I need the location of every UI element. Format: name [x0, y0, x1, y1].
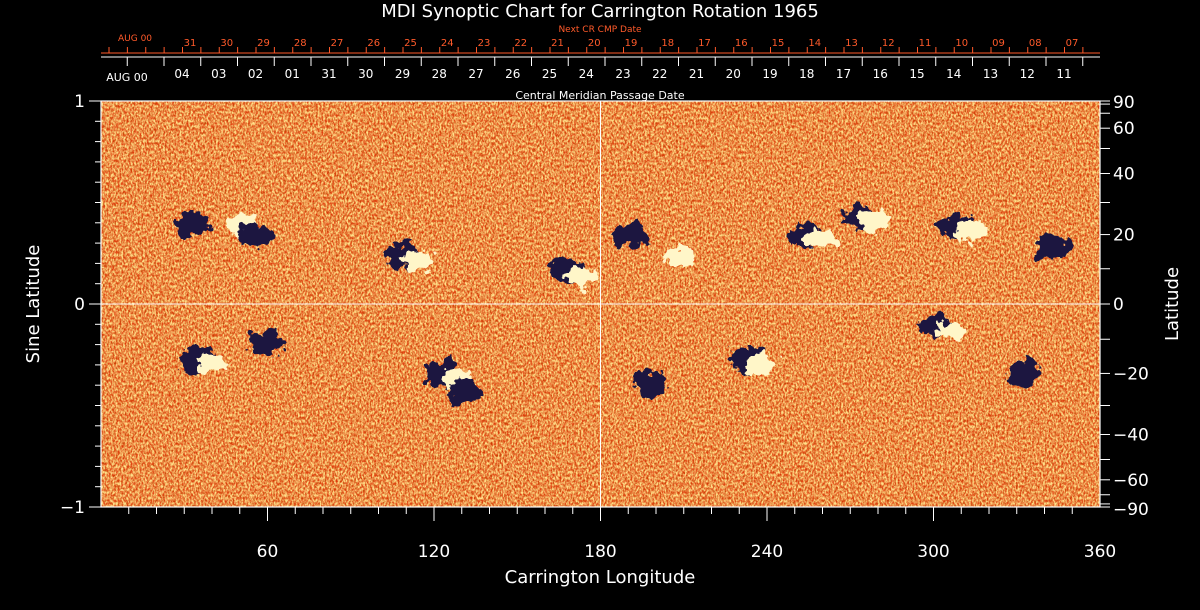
- plot-frame: 60 120 180 240 300 360 1 0 −1 90 60 40 20 0 −20 −40 −60 −…: [60, 92, 1149, 562]
- next-cmp-date-label: 27: [331, 38, 344, 49]
- cmp-axis-label: Central Meridian Passage Date: [515, 89, 684, 102]
- next-cmp-date-label: 08: [1029, 38, 1042, 49]
- next-cmp-date-label: 31: [184, 38, 197, 49]
- next-cmp-date-label: 26: [367, 38, 380, 49]
- cmp-date-label: 11: [1056, 67, 1071, 81]
- region-negative: [250, 329, 285, 356]
- region-negative: [1035, 234, 1070, 261]
- cmp-date-label: 19: [762, 67, 777, 81]
- cmp-date-label: 20: [726, 67, 741, 81]
- next-cmp-date-label: 18: [661, 38, 674, 49]
- cmp-date-label: 16: [873, 67, 888, 81]
- y-axis-left-label: Sine Latitude: [23, 245, 44, 364]
- top-date-axes: 31 30 29 28 27 26 25 24 23 22 21 20 19 18 17 16 15 14 13 12…: [101, 38, 1100, 81]
- region-positive: [197, 353, 228, 374]
- y-right-tick-label: −60: [1113, 471, 1149, 491]
- next-cmp-date-label: 13: [845, 38, 858, 49]
- cmp-date-label: 12: [1020, 67, 1035, 81]
- cmp-date-label: 21: [689, 67, 704, 81]
- next-cmp-date-label: 15: [772, 38, 785, 49]
- region-negative: [175, 211, 210, 238]
- cmp-date-label: 29: [395, 67, 410, 81]
- cmp-date-label: 04: [174, 67, 189, 81]
- cmp-date-label: 03: [211, 67, 226, 81]
- y-right-tick-label: 20: [1113, 226, 1135, 246]
- x-tick-label: 300: [917, 542, 949, 562]
- cmp-date-label: 18: [799, 67, 814, 81]
- cmp-date-label: 17: [836, 67, 851, 81]
- x-tick-label: 360: [1084, 542, 1116, 562]
- cmp-start-label: AUG 00: [106, 71, 148, 84]
- region-negative: [238, 222, 273, 249]
- y-right-tick-label: 60: [1113, 119, 1135, 139]
- x-axis-label: Carrington Longitude: [505, 567, 696, 588]
- next-cmp-date-label: 29: [257, 38, 270, 49]
- next-cmp-date-label: 25: [404, 38, 417, 49]
- region-negative: [1007, 360, 1042, 387]
- cmp-date-label: 13: [983, 67, 998, 81]
- region-negative: [633, 370, 667, 397]
- y-right-tick-label: −90: [1113, 500, 1149, 520]
- region-negative: [447, 378, 482, 405]
- y-right-tick-label: −20: [1113, 364, 1149, 384]
- region-positive: [403, 250, 434, 271]
- next-cmp-date-label: 16: [735, 38, 748, 49]
- next-cmp-date-label: 23: [478, 38, 491, 49]
- cmp-date-label: 28: [432, 67, 447, 81]
- next-cmp-date-label: 11: [919, 38, 932, 49]
- y-right-tick-label: 0: [1113, 295, 1124, 315]
- y-left-tick-label: −1: [60, 498, 85, 518]
- x-tick-label: 240: [751, 542, 783, 562]
- next-cmp-date-label: 30: [220, 38, 233, 49]
- active-regions: [175, 203, 1070, 405]
- cmp-date-label: 30: [358, 67, 373, 81]
- x-tick-label: 180: [584, 542, 616, 562]
- y-axis-right-label: Latitude: [1162, 267, 1183, 341]
- y-right-tick-label: 40: [1113, 165, 1135, 185]
- next-cmp-date-label: 20: [588, 38, 601, 49]
- cmp-date-label: 22: [652, 67, 667, 81]
- region-positive: [747, 353, 778, 374]
- y-right-tick-label: −40: [1113, 425, 1149, 445]
- x-tick-label: 60: [257, 542, 279, 562]
- cmp-date-label: 02: [248, 67, 263, 81]
- chart-title: MDI Synoptic Chart for Carrington Rotati…: [381, 1, 819, 22]
- next-cmp-date-label: 19: [625, 38, 638, 49]
- region-positive: [663, 246, 694, 267]
- region-positive: [858, 211, 889, 232]
- next-cmp-date-label: 22: [514, 38, 527, 49]
- next-cmp-date-label: 12: [882, 38, 895, 49]
- next-cmp-date-label: 14: [808, 38, 821, 49]
- region-positive: [955, 219, 986, 240]
- cmp-date-label: 31: [321, 67, 336, 81]
- next-cmp-date-label: 07: [1066, 38, 1079, 49]
- cmp-date-label: 14: [946, 67, 961, 81]
- next-cmp-date-label: 28: [294, 38, 307, 49]
- region-positive: [805, 230, 836, 251]
- x-tick-label: 120: [418, 542, 450, 562]
- cmp-date-label: 15: [909, 67, 924, 81]
- region-positive: [935, 321, 966, 342]
- next-cmp-date-label: 17: [698, 38, 711, 49]
- cmp-date-label: 26: [505, 67, 520, 81]
- cmp-date-label: 25: [542, 67, 557, 81]
- next-cmp-date-label: 09: [992, 38, 1005, 49]
- y-right-tick-label: 90: [1113, 93, 1135, 113]
- cmp-date-label: 01: [285, 67, 300, 81]
- cmp-date-label: 24: [579, 67, 594, 81]
- next-cmp-date-label: 24: [441, 38, 454, 49]
- next-cmp-axis-label: Next CR CMP Date: [558, 25, 642, 35]
- next-cmp-start-label: AUG 00: [118, 34, 152, 44]
- y-left-tick-label: 1: [74, 92, 85, 112]
- cmp-date-label: 27: [468, 67, 483, 81]
- region-positive: [566, 266, 597, 287]
- y-left-tick-label: 0: [74, 295, 85, 315]
- cmp-date-label: 23: [615, 67, 630, 81]
- next-cmp-date-label: 21: [551, 38, 564, 49]
- region-negative: [613, 222, 648, 249]
- next-cmp-date-label: 10: [955, 38, 968, 49]
